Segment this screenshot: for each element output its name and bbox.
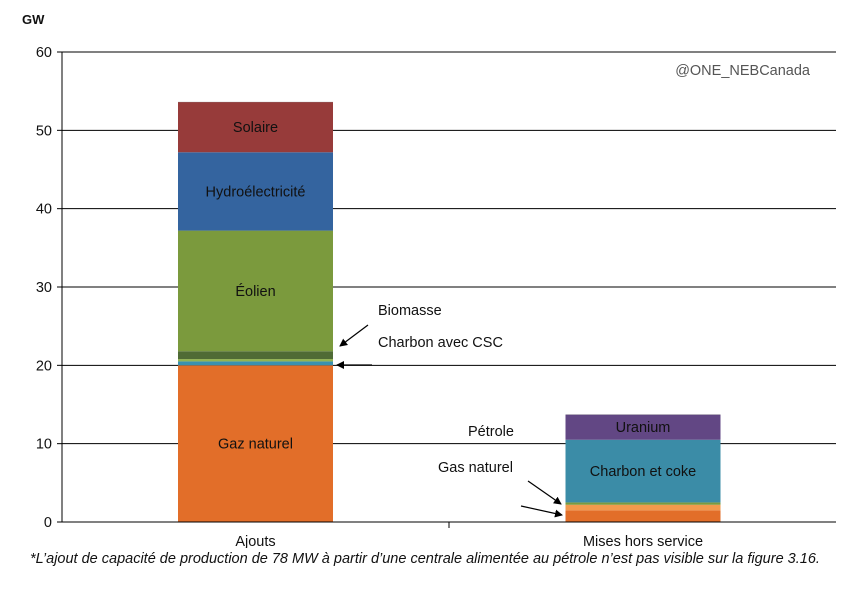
segment-label-gaz-naturel: Gaz naturel [218, 437, 293, 453]
y-tick-label-60: 60 [36, 45, 52, 61]
annotation-petrole-label: Pétrole [468, 424, 514, 440]
bar-segment-ajouts-unlabeled-2 [178, 359, 333, 362]
segment-label-eolien: Éolien [235, 283, 275, 300]
annotation-gas-naturel-label: Gas naturel [438, 460, 513, 476]
y-tick-label-50: 50 [36, 123, 52, 139]
x-category-label-mises-hors-service: Mises hors service [583, 534, 703, 548]
y-tick-label-10: 10 [36, 437, 52, 453]
y-tick-label-0: 0 [44, 515, 52, 531]
bar-segment-mises-hors-service-unlabeled-1 [565, 504, 721, 511]
segment-label-charbon-et-coke: Charbon et coke [590, 464, 696, 480]
segment-label-solaire: Solaire [233, 120, 278, 136]
watermark-handle: @ONE_NEBCanada [675, 63, 811, 79]
stacked-bar-chart: Gaz naturel Éolien Hydroélectricité Solaire… [22, 12, 836, 548]
x-category-label-ajouts: Ajouts [235, 534, 275, 548]
bar-segment-ajouts-eolien [178, 230, 333, 352]
annotation-charbon-csc: Charbon avec CSC [336, 335, 503, 369]
annotation-gas-naturel: Gas naturel [438, 460, 563, 518]
y-tick-label-40: 40 [36, 202, 52, 218]
bar-segment-mises-hors-service-petrole [565, 502, 721, 505]
annotation-gas-naturel-arrow [527, 480, 562, 505]
y-tick-label-30: 30 [36, 280, 52, 296]
bar-segment-ajouts-hydroelectricite [178, 152, 333, 231]
bar-segment-ajouts-biomasse [178, 351, 333, 360]
segment-label-hydroelectricite: Hydroélectricité [206, 184, 306, 200]
y-tick-label-20: 20 [36, 358, 52, 374]
bar-stack-mises-hors-service: Charbon et coke Uranium [565, 414, 721, 522]
annotation-biomasse-label: Biomasse [378, 303, 442, 319]
bar-segment-mises-hors-service-gas-naturel [565, 510, 721, 522]
bar-stack-ajouts: Gaz naturel Éolien Hydroélectricité Solaire [178, 101, 333, 522]
bar-segment-mises-hors-service-uranium [565, 414, 721, 440]
annotation-petrole: Pétrole [468, 424, 514, 440]
y-axis-unit-label: GW [22, 12, 45, 27]
annotation-charbon-csc-label: Charbon avec CSC [378, 335, 503, 351]
annotation-biomasse-arrow [339, 324, 369, 347]
segment-label-uranium: Uranium [616, 420, 671, 436]
bar-segment-ajouts-gaz-naturel [178, 365, 333, 522]
bar-segment-ajouts-charbon-avec-csc [178, 361, 333, 366]
bar-segment-ajouts-solaire [178, 102, 333, 153]
annotation-biomasse: Biomasse [339, 303, 442, 347]
footnote: *L’ajout de capacité de production de 78… [30, 551, 820, 567]
annotation-second-arrow [520, 505, 563, 518]
bar-segment-mises-hors-service-charbon-et-coke [565, 439, 721, 503]
